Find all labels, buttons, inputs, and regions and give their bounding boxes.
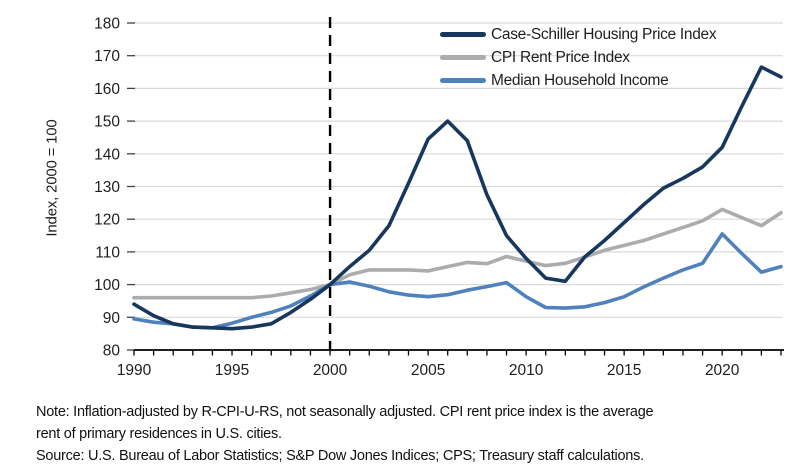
y-tick-label: 110	[95, 244, 120, 261]
note-text-line-1: Note: Inflation-adjusted by R-CPI-U-RS, …	[36, 404, 654, 420]
legend-item: Median Household Income	[440, 69, 716, 92]
legend-item: CPI Rent Price Index	[440, 46, 716, 69]
y-axis-title: Index, 2000 = 100	[43, 119, 61, 237]
x-tick-label: 2020	[705, 362, 740, 379]
x-tick-label: 2005	[411, 362, 445, 379]
y-tick-label: 130	[94, 179, 120, 196]
legend-label: Median Household Income	[491, 71, 669, 89]
line-chart-svg: 80 90 100 110 120 130 140 150 160 170 180 1990 1995 2…	[94, 16, 784, 379]
series-line-2	[132, 232, 783, 330]
y-tick-label: 120	[94, 212, 120, 229]
legend-label: CPI Rent Price Index	[491, 48, 630, 66]
y-tick-label: 140	[94, 146, 120, 163]
x-tick-label: 2000	[313, 362, 348, 379]
note-text-line-2: rent of primary residences in U.S. citie…	[36, 425, 282, 442]
series-line-1	[132, 207, 783, 300]
x-tick-label: 1990	[117, 362, 152, 379]
series-line-0	[132, 65, 783, 331]
source-text: Source: U.S. Bureau of Labor Statistics;…	[36, 447, 644, 464]
x-tick-label: 1995	[215, 362, 249, 379]
x-tick-label: 2015	[607, 362, 641, 379]
legend-label: Case-Schiller Housing Price Index	[491, 25, 717, 43]
legend-swatch	[440, 32, 486, 37]
y-tick-label: 80	[103, 343, 121, 360]
chart-legend: Case-Schiller Housing Price Index CPI Ren…	[440, 23, 717, 92]
legend-swatch	[440, 55, 486, 60]
y-tick-label: 100	[94, 277, 120, 294]
chart-notes: Note: Inflation-adjusted by R-CPI-U-RS, …	[36, 402, 798, 467]
legend-swatch	[440, 78, 486, 83]
y-tick-label: 170	[94, 48, 120, 65]
y-tick-label: 160	[94, 81, 120, 98]
x-tick-label: 2010	[509, 362, 544, 379]
y-tick-label: 150	[94, 114, 120, 131]
y-tick-label: 180	[94, 16, 120, 33]
y-tick-label: 90	[103, 310, 121, 327]
legend-item: Case-Schiller Housing Price Index	[440, 23, 717, 46]
